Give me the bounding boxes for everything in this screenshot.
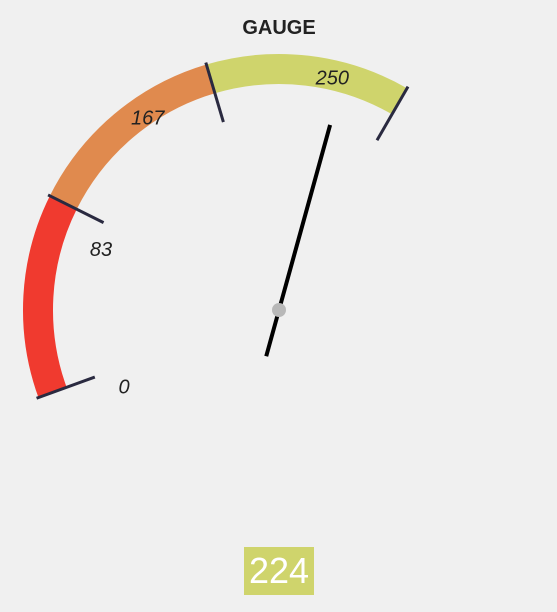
gauge-tick-label-2: 167	[131, 108, 165, 130]
gauge-tick-label-0: 0	[118, 377, 129, 399]
gauge-tick-label-3: 250	[315, 67, 349, 89]
gauge-ticks: 0 83 167 250	[36, 62, 410, 400]
gauge-hub	[272, 303, 286, 317]
gauge-needle-group	[264, 124, 333, 357]
gauge-tick-2	[204, 62, 225, 123]
gauge-needle	[264, 124, 333, 357]
gauge-tick-1	[47, 193, 105, 224]
gauge-band-2	[206, 54, 407, 115]
gauge-value-label: 224	[248, 550, 310, 591]
gauge-value-box: 224	[244, 547, 314, 595]
gauge-tick-0	[36, 375, 96, 400]
gauge-band-0	[23, 195, 77, 398]
gauge-band-1	[49, 64, 216, 210]
chart-title: GAUGE	[242, 17, 315, 39]
gauge-tick-label-1: 83	[90, 239, 112, 261]
gauge-bands	[23, 54, 407, 398]
gauge-tick-3	[375, 85, 410, 142]
